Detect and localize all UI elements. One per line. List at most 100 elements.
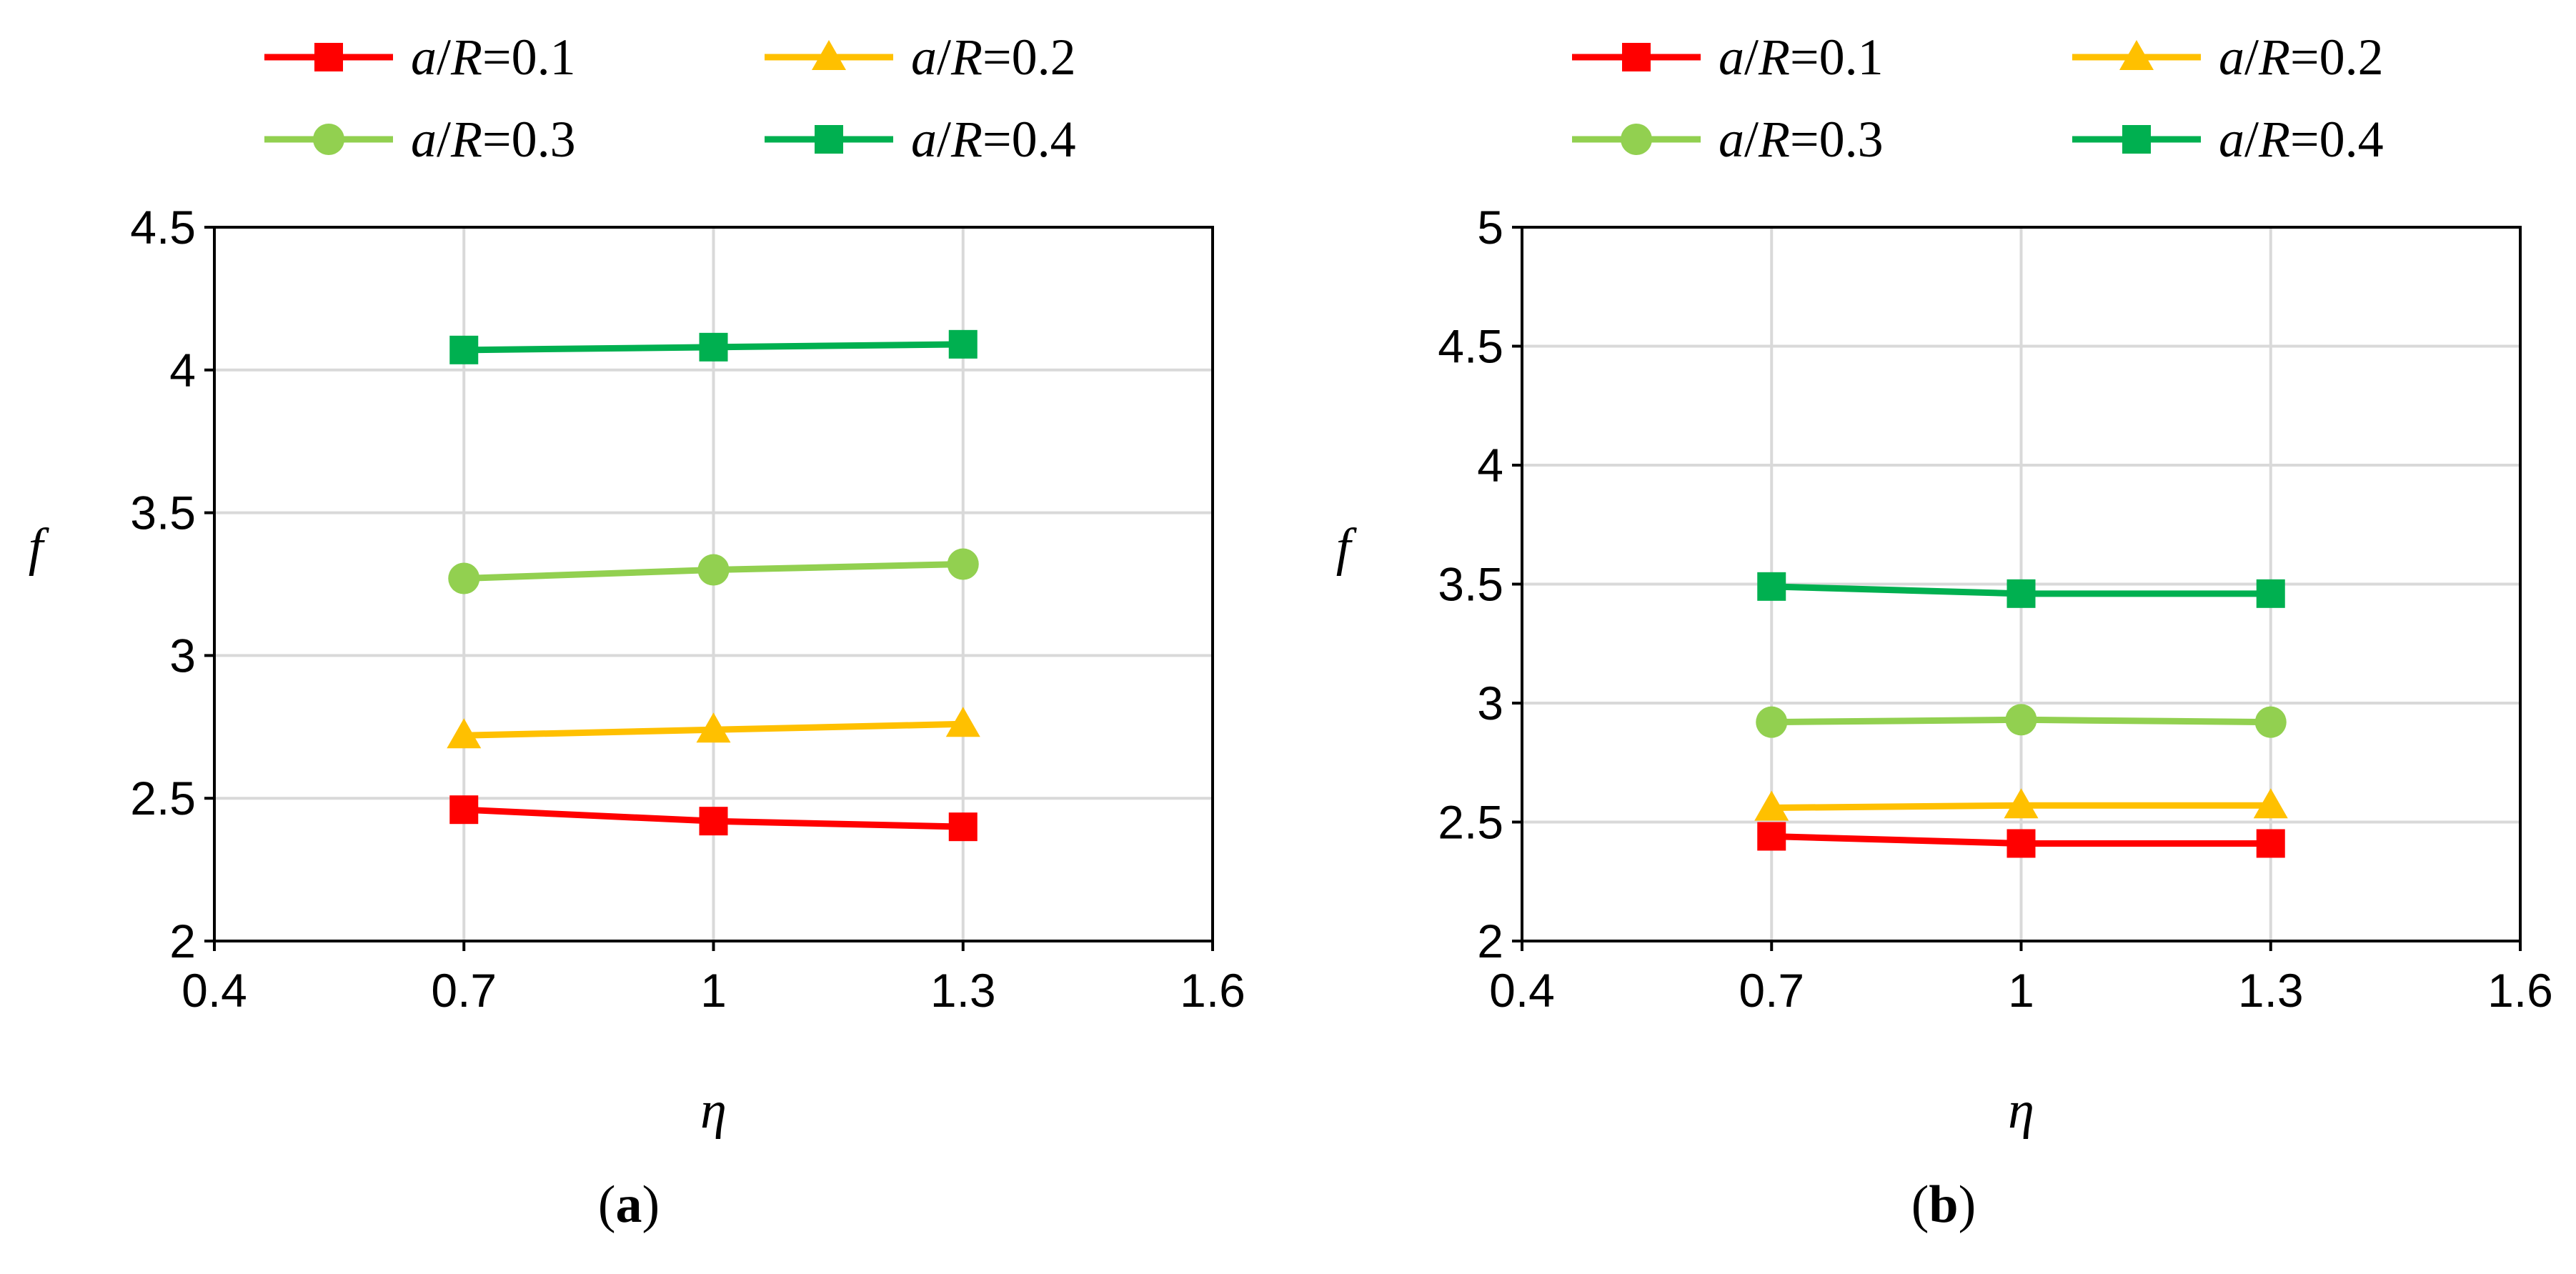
legend-label: a/R=0.4 <box>2219 111 2384 168</box>
x-tick-label: 1.6 <box>2487 964 2553 1017</box>
series-2 <box>447 707 980 749</box>
legend-label-sep: / <box>2244 29 2259 86</box>
data-point <box>2005 704 2037 736</box>
legend-label-var: a <box>911 111 937 168</box>
data-point <box>2254 706 2287 738</box>
legend-swatch-marker <box>815 125 843 154</box>
y-axis-label: f <box>1336 518 1358 577</box>
data-point <box>2253 788 2288 819</box>
x-axis-label: η <box>700 1081 727 1140</box>
legend-label-var2: R <box>450 29 482 86</box>
series-4 <box>449 329 978 364</box>
x-tick-label: 1.6 <box>1180 964 1245 1017</box>
data-point <box>1756 706 1788 738</box>
legend-label-var2: R <box>450 111 482 168</box>
legend-label-value: =0.2 <box>2290 29 2384 86</box>
caption-paren-open: ( <box>1911 1175 1929 1234</box>
x-tick-label: 0.4 <box>181 964 247 1017</box>
panel-caption: (a) <box>598 1175 660 1234</box>
legend-label: a/R=0.4 <box>911 111 1076 168</box>
data-point <box>1757 572 1786 601</box>
legend-label-value: =0.3 <box>1790 111 1884 168</box>
legend-label-value: =0.4 <box>983 111 1076 168</box>
data-point <box>948 329 978 359</box>
data-point <box>1757 822 1786 851</box>
legend-swatch-marker <box>1621 124 1652 155</box>
legend-entry: a/R=0.2 <box>2072 29 2384 86</box>
legend-entry: a/R=0.2 <box>765 29 1076 86</box>
data-point <box>447 718 482 749</box>
legend-swatch-marker <box>1622 43 1651 71</box>
legend-label-value: =0.2 <box>983 29 1076 86</box>
y-tick-label: 3 <box>1477 677 1503 730</box>
x-tick-label: 0.7 <box>431 964 497 1017</box>
y-tick-label: 2.5 <box>1438 796 1503 849</box>
legend-label-var: a <box>1719 29 1744 86</box>
data-point <box>449 795 479 825</box>
data-point <box>947 548 979 580</box>
data-point <box>448 562 480 594</box>
series-3 <box>448 548 979 594</box>
legend-label-value: =0.1 <box>1790 29 1884 86</box>
data-point <box>699 807 728 836</box>
legend-label-var: a <box>2219 111 2244 168</box>
x-tick-label: 1 <box>2008 964 2034 1017</box>
y-axis-label: f <box>29 518 50 577</box>
x-tick-label: 1.3 <box>2238 964 2304 1017</box>
legend-label: a/R=0.3 <box>411 111 576 168</box>
legend-swatch-marker <box>314 43 343 71</box>
x-tick-label: 1.3 <box>930 964 996 1017</box>
legend-label-sep: / <box>437 29 451 86</box>
legend-label-sep: / <box>2244 111 2259 168</box>
y-tick-label: 3.5 <box>1438 558 1503 611</box>
data-point <box>945 707 980 737</box>
legend-entry: a/R=0.4 <box>765 111 1076 168</box>
legend-swatch-marker <box>812 40 846 70</box>
legend-label-var2: R <box>2258 111 2290 168</box>
y-tick-label: 4.5 <box>1438 320 1503 373</box>
x-tick-label: 1 <box>700 964 727 1017</box>
legend-entry: a/R=0.3 <box>264 111 576 168</box>
legend-label-var2: R <box>1758 29 1790 86</box>
y-tick-label: 2.5 <box>130 772 196 825</box>
data-point <box>449 335 479 364</box>
legend-label-var: a <box>1719 111 1744 168</box>
caption-letter: a <box>616 1175 642 1234</box>
data-point <box>2256 829 2285 858</box>
legend-entry: a/R=0.1 <box>264 29 576 86</box>
legend-label: a/R=0.2 <box>2219 29 2384 86</box>
series-3 <box>1756 704 2287 738</box>
legend-label-var2: R <box>950 111 983 168</box>
y-tick-label: 2 <box>169 915 196 967</box>
legend-label-sep: / <box>437 111 451 168</box>
legend-entry: a/R=0.4 <box>2072 111 2384 168</box>
x-tick-label: 0.7 <box>1739 964 1804 1017</box>
legend-label-sep: / <box>1744 29 1759 86</box>
legend-label-var: a <box>411 29 437 86</box>
legend-label-value: =0.1 <box>482 29 576 86</box>
legend-swatch-marker <box>2119 40 2154 70</box>
y-tick-label: 4.5 <box>130 201 196 254</box>
series-2 <box>1754 788 2288 821</box>
y-tick-label: 3 <box>169 629 196 682</box>
legend-label-var: a <box>411 111 437 168</box>
legend-label-sep: / <box>1744 111 1759 168</box>
legend-label-sep: / <box>937 111 951 168</box>
legend-label-var2: R <box>950 29 983 86</box>
legend-entry: a/R=0.1 <box>1572 29 1884 86</box>
legend-label: a/R=0.3 <box>1719 111 1884 168</box>
caption-paren-close: ) <box>1959 1175 1976 1234</box>
legend-swatch-marker <box>313 124 344 155</box>
legend-label-value: =0.3 <box>482 111 576 168</box>
data-point <box>948 812 978 842</box>
y-tick-label: 4 <box>1477 439 1503 492</box>
legend-label-var2: R <box>2258 29 2290 86</box>
legend-label-var: a <box>2219 29 2244 86</box>
caption-letter: b <box>1929 1175 1958 1234</box>
legend-swatch-marker <box>2122 125 2151 154</box>
legend-entry: a/R=0.3 <box>1572 111 1884 168</box>
data-point <box>2006 579 2036 608</box>
legend-label-var2: R <box>1758 111 1790 168</box>
